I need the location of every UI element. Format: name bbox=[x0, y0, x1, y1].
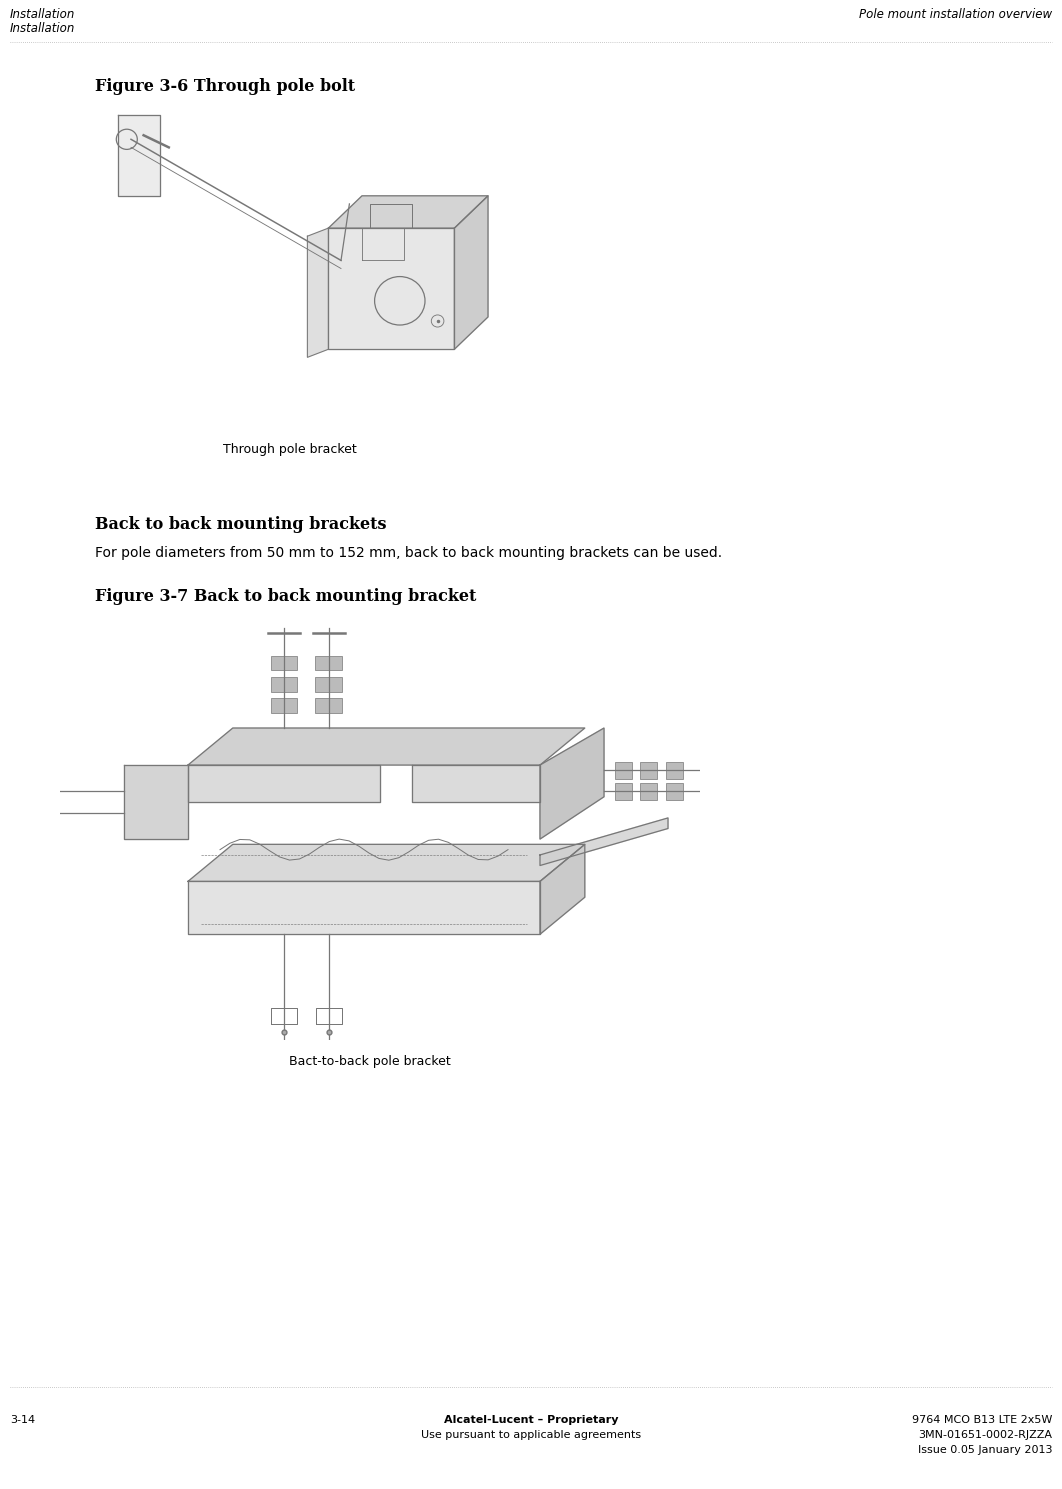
Text: Through pole bracket: Through pole bracket bbox=[223, 444, 357, 456]
Text: Back to back mounting brackets: Back to back mounting brackets bbox=[95, 517, 387, 533]
FancyBboxPatch shape bbox=[640, 783, 657, 800]
Polygon shape bbox=[118, 115, 160, 197]
Polygon shape bbox=[328, 228, 455, 350]
FancyBboxPatch shape bbox=[640, 762, 657, 779]
FancyBboxPatch shape bbox=[315, 657, 342, 670]
Text: Bact-to-back pole bracket: Bact-to-back pole bracket bbox=[289, 1056, 451, 1068]
Polygon shape bbox=[188, 844, 585, 881]
FancyBboxPatch shape bbox=[271, 657, 297, 670]
FancyBboxPatch shape bbox=[666, 783, 683, 800]
Polygon shape bbox=[455, 197, 489, 350]
Text: Pole mount installation overview: Pole mount installation overview bbox=[859, 7, 1052, 21]
Text: Issue 0.05 January 2013: Issue 0.05 January 2013 bbox=[918, 1444, 1052, 1455]
Text: For pole diameters from 50 mm to 152 mm, back to back mounting brackets can be u: For pole diameters from 50 mm to 152 mm,… bbox=[95, 546, 722, 560]
Text: 3-14: 3-14 bbox=[10, 1415, 35, 1425]
Text: 9764 MCO B13 LTE 2x5W: 9764 MCO B13 LTE 2x5W bbox=[911, 1415, 1052, 1425]
Text: Use pursuant to applicable agreements: Use pursuant to applicable agreements bbox=[421, 1429, 641, 1440]
Polygon shape bbox=[539, 728, 604, 840]
FancyBboxPatch shape bbox=[615, 783, 632, 800]
Polygon shape bbox=[412, 765, 539, 803]
Text: Installation: Installation bbox=[10, 7, 75, 21]
Polygon shape bbox=[539, 844, 585, 934]
Polygon shape bbox=[124, 765, 188, 840]
Text: Installation: Installation bbox=[10, 22, 75, 36]
Text: Figure 3-7 Back to back mounting bracket: Figure 3-7 Back to back mounting bracket bbox=[95, 588, 477, 605]
Polygon shape bbox=[539, 817, 668, 865]
FancyBboxPatch shape bbox=[271, 677, 297, 691]
FancyBboxPatch shape bbox=[666, 762, 683, 779]
FancyBboxPatch shape bbox=[315, 698, 342, 713]
Polygon shape bbox=[188, 881, 539, 934]
Polygon shape bbox=[188, 765, 380, 803]
Text: 3MN-01651-0002-RJZZA: 3MN-01651-0002-RJZZA bbox=[918, 1429, 1052, 1440]
FancyBboxPatch shape bbox=[271, 698, 297, 713]
FancyBboxPatch shape bbox=[615, 762, 632, 779]
Text: Alcatel-Lucent – Proprietary: Alcatel-Lucent – Proprietary bbox=[444, 1415, 618, 1425]
Polygon shape bbox=[328, 197, 489, 228]
FancyBboxPatch shape bbox=[315, 677, 342, 691]
Polygon shape bbox=[188, 728, 585, 765]
Text: Figure 3-6 Through pole bolt: Figure 3-6 Through pole bolt bbox=[95, 77, 355, 95]
Polygon shape bbox=[307, 228, 328, 357]
